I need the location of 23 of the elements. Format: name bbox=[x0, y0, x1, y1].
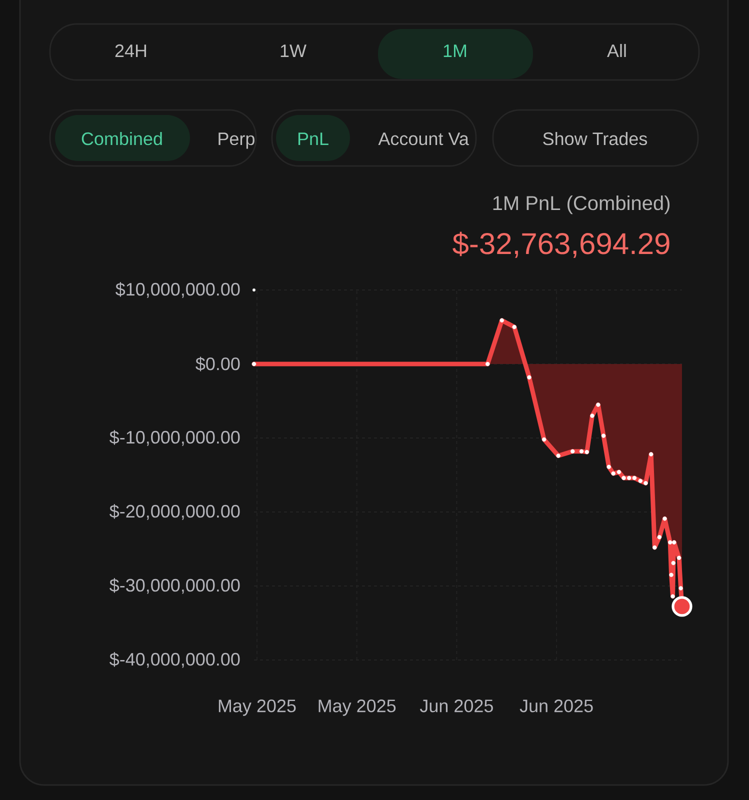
text: 24H bbox=[115, 44, 146, 57]
chart-subtitle: $-32,763,694.29 bbox=[452, 232, 670, 258]
x-tick-label: Jun 2025 bbox=[420, 700, 493, 712]
y-tick-label: $-10,000,000.00 bbox=[110, 430, 240, 446]
text: Perp bbox=[218, 132, 254, 149]
y-tick-label: $-30,000,000.00 bbox=[110, 578, 240, 594]
text: Show Trades bbox=[543, 132, 648, 146]
chart-title: 1M PnL (Combined) bbox=[493, 196, 670, 214]
point bbox=[672, 596, 692, 617]
text: 1W bbox=[280, 44, 306, 57]
text: 1M bbox=[444, 44, 466, 57]
y-tick-label: $0.00 bbox=[196, 356, 240, 372]
text: Combined bbox=[82, 132, 162, 146]
y-tick-label: $10,000,000.00 bbox=[116, 282, 240, 298]
x-tick-label: Jun 2025 bbox=[520, 700, 593, 712]
text: All bbox=[607, 44, 626, 57]
x-tick-label: May 2025 bbox=[318, 700, 396, 716]
x-tick-label: May 2025 bbox=[218, 700, 296, 716]
point bbox=[252, 288, 256, 292]
text: PnL bbox=[298, 132, 328, 145]
y-tick-label: $-40,000,000.00 bbox=[110, 652, 240, 668]
y-tick-label: $-20,000,000.00 bbox=[110, 504, 240, 520]
text: Account Va bbox=[378, 132, 469, 146]
